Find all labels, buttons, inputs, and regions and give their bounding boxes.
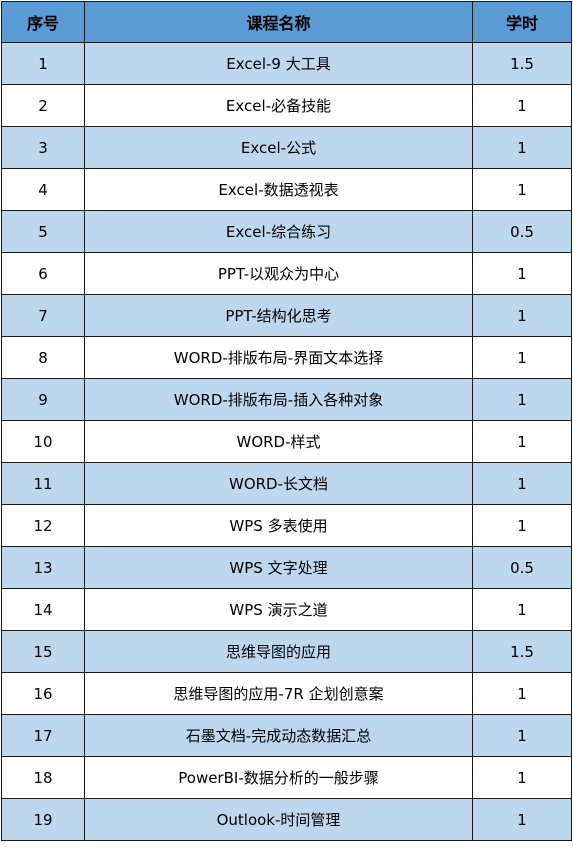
course-name: 思维导图的应用 (84, 630, 473, 673)
course-name: Outlook-时间管理 (84, 798, 473, 841)
table-row: 10 WORD-样式 1 (1, 420, 572, 463)
course-hours: 1.5 (472, 42, 572, 85)
row-number: 10 (1, 420, 85, 463)
row-number: 1 (1, 42, 85, 85)
course-name: PPT-结构化思考 (84, 294, 473, 337)
table-body: 1 Excel-9 大工具 1.5 2 Excel-必备技能 1 3 Excel… (1, 42, 572, 841)
course-name: Excel-综合练习 (84, 210, 473, 253)
table-row: 15 思维导图的应用 1.5 (1, 630, 572, 673)
course-name: 思维导图的应用-7R 企划创意案 (84, 672, 473, 715)
row-number: 2 (1, 84, 85, 127)
course-name: WPS 多表使用 (84, 504, 473, 547)
course-name: WORD-样式 (84, 420, 473, 463)
table-header: 序号 课程名称 学时 (1, 1, 572, 43)
row-number: 11 (1, 462, 85, 505)
row-number: 4 (1, 168, 85, 211)
course-name: Excel-公式 (84, 126, 473, 169)
course-name: PowerBI-数据分析的一般步骤 (84, 756, 473, 799)
course-name: PPT-以观众为中心 (84, 252, 473, 295)
table-row: 7 PPT-结构化思考 1 (1, 294, 572, 337)
course-hours: 1 (472, 798, 572, 841)
course-hours: 1 (472, 126, 572, 169)
course-hours: 0.5 (472, 546, 572, 589)
table-row: 3 Excel-公式 1 (1, 126, 572, 169)
course-hours: 1 (472, 504, 572, 547)
header-row: 序号 课程名称 学时 (1, 1, 572, 43)
course-hours: 1.5 (472, 630, 572, 673)
column-header-course-name: 课程名称 (84, 1, 473, 43)
row-number: 5 (1, 210, 85, 253)
course-hours: 0.5 (472, 210, 572, 253)
table-row: 17 石墨文档-完成动态数据汇总 1 (1, 714, 572, 757)
course-name: WORD-长文档 (84, 462, 473, 505)
course-name: WPS 文字处理 (84, 546, 473, 589)
course-hours: 1 (472, 714, 572, 757)
table-row: 4 Excel-数据透视表 1 (1, 168, 572, 211)
row-number: 19 (1, 798, 85, 841)
row-number: 15 (1, 630, 85, 673)
course-hours: 1 (472, 84, 572, 127)
course-name: Excel-必备技能 (84, 84, 473, 127)
row-number: 13 (1, 546, 85, 589)
column-header-hours: 学时 (472, 1, 572, 43)
table-row: 8 WORD-排版布局-界面文本选择 1 (1, 336, 572, 379)
course-hours: 1 (472, 672, 572, 715)
course-name: WORD-排版布局-插入各种对象 (84, 378, 473, 421)
row-number: 17 (1, 714, 85, 757)
course-hours: 1 (472, 588, 572, 631)
table-row: 5 Excel-综合练习 0.5 (1, 210, 572, 253)
course-hours: 1 (472, 378, 572, 421)
table-row: 19 Outlook-时间管理 1 (1, 798, 572, 841)
table-row: 2 Excel-必备技能 1 (1, 84, 572, 127)
row-number: 8 (1, 336, 85, 379)
row-number: 6 (1, 252, 85, 295)
table-row: 16 思维导图的应用-7R 企划创意案 1 (1, 672, 572, 715)
row-number: 7 (1, 294, 85, 337)
course-name: WORD-排版布局-界面文本选择 (84, 336, 473, 379)
table-row: 1 Excel-9 大工具 1.5 (1, 42, 572, 85)
row-number: 14 (1, 588, 85, 631)
course-name: Excel-9 大工具 (84, 42, 473, 85)
row-number: 3 (1, 126, 85, 169)
table-row: 14 WPS 演示之道 1 (1, 588, 572, 631)
course-hours: 1 (472, 336, 572, 379)
course-name: 石墨文档-完成动态数据汇总 (84, 714, 473, 757)
course-hours: 1 (472, 168, 572, 211)
column-header-number: 序号 (1, 1, 85, 43)
course-hours: 1 (472, 252, 572, 295)
row-number: 16 (1, 672, 85, 715)
course-hours: 1 (472, 294, 572, 337)
table-row: 11 WORD-长文档 1 (1, 462, 572, 505)
row-number: 12 (1, 504, 85, 547)
course-name: WPS 演示之道 (84, 588, 473, 631)
table-row: 13 WPS 文字处理 0.5 (1, 546, 572, 589)
table-row: 12 WPS 多表使用 1 (1, 504, 572, 547)
row-number: 18 (1, 756, 85, 799)
course-name: Excel-数据透视表 (84, 168, 473, 211)
course-hours: 1 (472, 756, 572, 799)
course-hours: 1 (472, 462, 572, 505)
course-hours: 1 (472, 420, 572, 463)
table-row: 6 PPT-以观众为中心 1 (1, 252, 572, 295)
table-row: 9 WORD-排版布局-插入各种对象 1 (1, 378, 572, 421)
row-number: 9 (1, 378, 85, 421)
table-row: 18 PowerBI-数据分析的一般步骤 1 (1, 756, 572, 799)
